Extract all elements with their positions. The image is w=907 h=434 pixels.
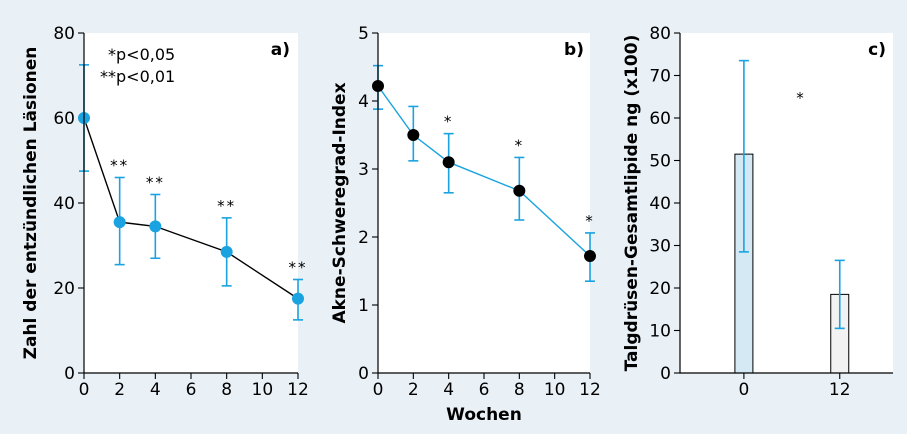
- y-tick-label: 2: [358, 228, 369, 248]
- data-point: [407, 129, 420, 141]
- significance-marker: **: [146, 174, 165, 192]
- x-tick-label: 6: [479, 380, 490, 400]
- x-tick-label: 2: [408, 380, 419, 400]
- significance-marker: **: [110, 157, 129, 175]
- panel-a: Zahl der entzündlichen Läsionen a) *p<0,…: [21, 24, 309, 400]
- y-tick-label: 0: [64, 364, 75, 384]
- panel-a-label: a): [271, 40, 290, 60]
- data-point: [292, 292, 304, 305]
- y-tick-label: 60: [53, 109, 75, 129]
- panel-b: Akne-Schweregrad-Index Wochen b) 0 2 4 6 8 10…: [330, 24, 601, 425]
- panel-c-label: c): [868, 40, 886, 60]
- data-point: [442, 156, 455, 169]
- y-tick-label: 10: [649, 322, 671, 342]
- y-tick-label: 0: [660, 364, 671, 384]
- y-tick-label: 4: [358, 92, 369, 112]
- y-tick-label: 0: [358, 364, 369, 384]
- data-point: [220, 245, 233, 258]
- panel-c-plot-area: [680, 33, 893, 373]
- x-tick-label: 12: [829, 380, 851, 400]
- significance-marker: *: [585, 212, 595, 230]
- x-tick-label: 10: [252, 380, 274, 400]
- x-tick-label: 6: [186, 380, 197, 400]
- significance-marker: *: [515, 136, 525, 154]
- x-tick-label: 10: [544, 380, 566, 400]
- panel-a-axes: [83, 33, 298, 374]
- panel-a-legend-2: **p<0,01: [100, 67, 175, 86]
- x-tick-label: 2: [114, 380, 125, 400]
- y-tick-label: 3: [358, 160, 369, 180]
- significance-marker: *: [444, 113, 454, 131]
- data-point: [513, 184, 526, 197]
- data-point: [584, 250, 596, 263]
- significance-marker: **: [289, 259, 308, 277]
- y-tick-label: 50: [649, 152, 671, 172]
- y-tick-label: 1: [358, 296, 369, 316]
- panel-c-significance: *: [796, 89, 804, 107]
- panel-c: Talgdrüsen-Gesamtlipide ng (x100) c) * 0…: [622, 24, 893, 400]
- y-tick-label: 80: [649, 24, 671, 44]
- x-tick-label: 8: [221, 380, 232, 400]
- y-tick-label: 5: [358, 24, 369, 44]
- x-tick-label: 12: [287, 380, 309, 400]
- panel-c-axes: [679, 33, 893, 374]
- y-tick-label: 30: [649, 237, 671, 257]
- panel-b-axes: [377, 33, 590, 374]
- panel-b-label: b): [564, 40, 584, 60]
- panel-b-plot-area: [378, 33, 590, 373]
- panel-b-xlabel: Wochen: [446, 405, 522, 425]
- y-tick-label: 60: [649, 109, 671, 129]
- x-tick-label: 8: [514, 380, 525, 400]
- y-tick-label: 20: [649, 279, 671, 299]
- y-tick-label: 70: [649, 67, 671, 87]
- x-tick-label: 4: [150, 380, 161, 400]
- panel-b-ylabel: Akne-Schweregrad-Index: [330, 82, 350, 323]
- y-tick-label: 40: [53, 194, 75, 214]
- panel-c-ylabel: Talgdrüsen-Gesamtlipide ng (x100): [622, 35, 642, 372]
- x-tick-label: 0: [79, 380, 90, 400]
- data-point: [149, 220, 162, 233]
- panel-a-legend-1: *p<0,05: [108, 45, 175, 64]
- y-tick-label: 40: [649, 194, 671, 214]
- data-point: [113, 216, 126, 229]
- panel-a-ylabel: Zahl der entzündlichen Läsionen: [21, 47, 41, 360]
- x-tick-label: 4: [443, 380, 454, 400]
- significance-marker: **: [217, 197, 236, 215]
- x-tick-label: 0: [373, 380, 384, 400]
- x-tick-label: 12: [579, 380, 601, 400]
- x-tick-label: 0: [738, 380, 749, 400]
- y-tick-label: 20: [53, 279, 75, 299]
- y-tick-label: 80: [53, 24, 75, 44]
